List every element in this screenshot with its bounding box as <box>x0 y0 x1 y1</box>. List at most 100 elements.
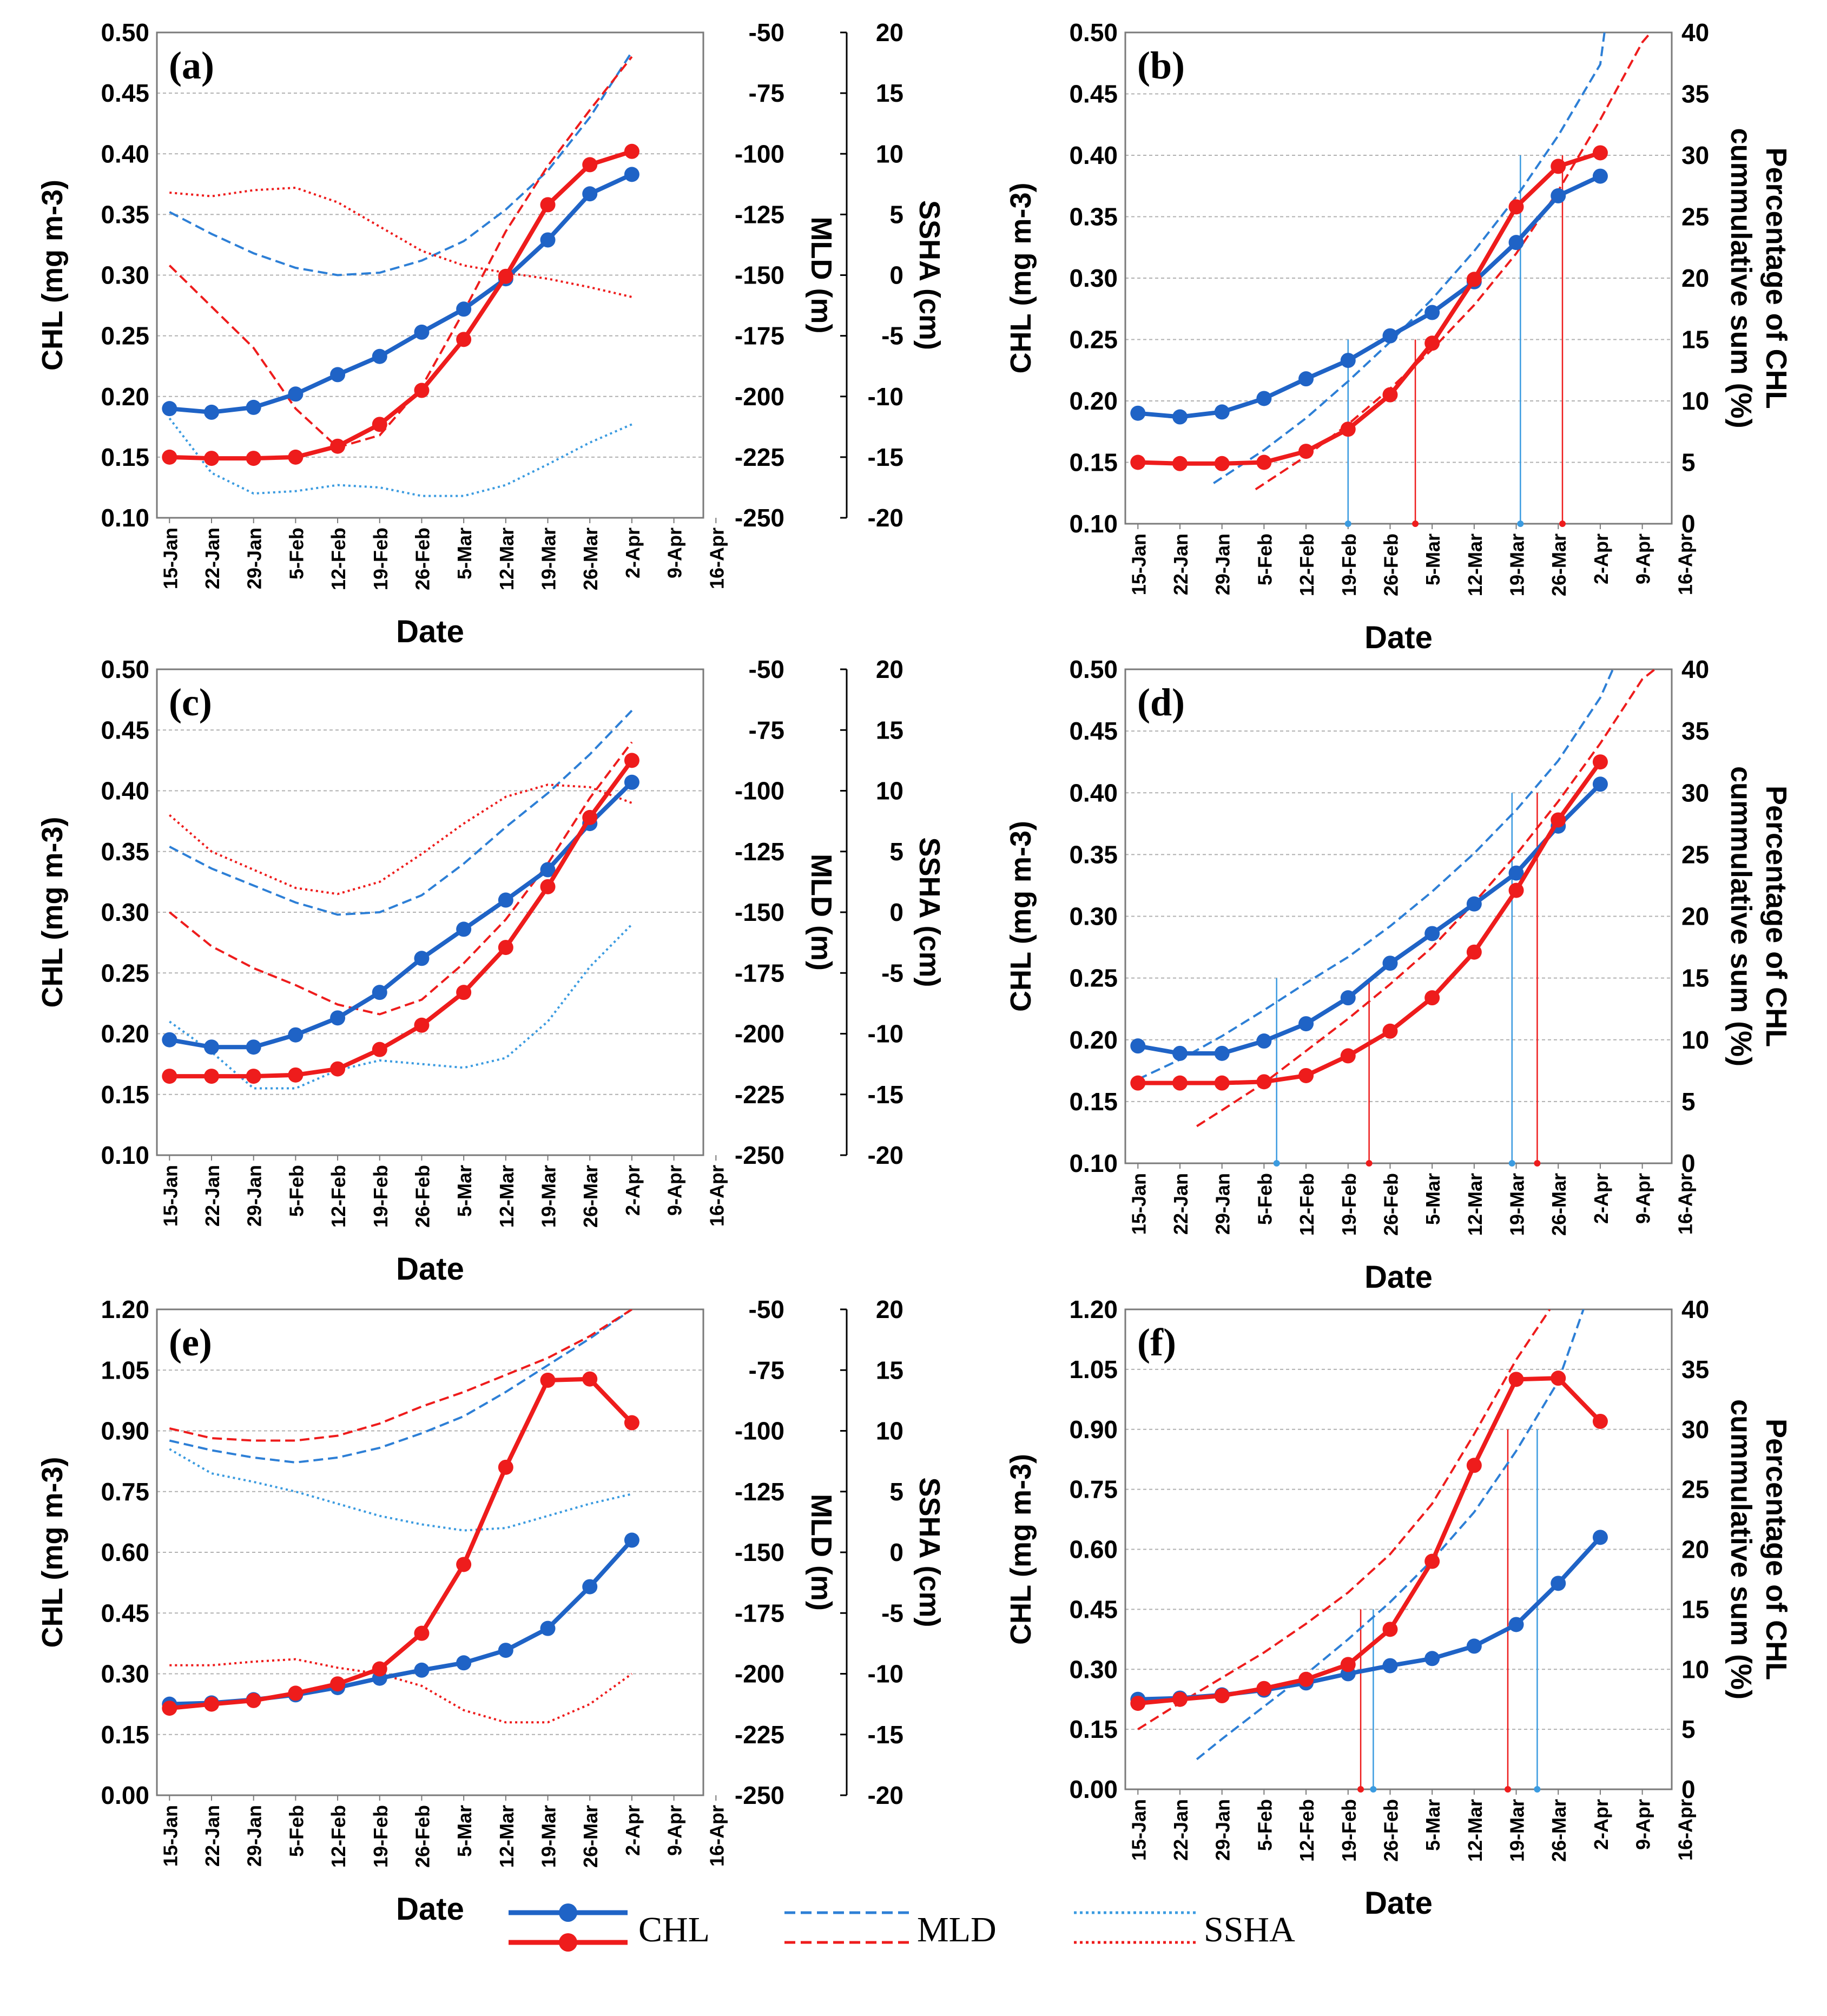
chart-a-xtick-label: 19-Feb <box>370 528 392 590</box>
chart-f-ytick-label: 0.45 <box>1069 1595 1118 1623</box>
chart-e-series-chl-blue-point <box>456 1655 472 1671</box>
chart-a-xtick-label: 26-Mar <box>579 528 602 590</box>
chart-b-series-chl-red-point <box>1592 145 1608 161</box>
legend-mld-label: MLD <box>917 1910 997 1949</box>
chart-c-series-chl-red-point <box>288 1067 304 1083</box>
chart-c-xtick-label: 26-Feb <box>411 1165 433 1228</box>
chart-e-ssha-tick-label: -20 <box>868 1781 903 1809</box>
chart-e-ssha-tick-label: 20 <box>876 1295 903 1323</box>
chart-f-threshold-marker-point <box>1357 1786 1364 1793</box>
chart-e-mld-tick-label: -200 <box>735 1660 784 1688</box>
chart-b-series-chl-blue-point <box>1172 409 1188 425</box>
chart-f-xtick-label: 22-Jan <box>1170 1799 1192 1861</box>
chart-f-panel-label: (f) <box>1137 1321 1176 1364</box>
chart-f-pct-tick-label: 40 <box>1681 1295 1709 1323</box>
chart-e-ssha-tick-label: -15 <box>868 1721 903 1749</box>
chart-a-series-mld-blue-line <box>169 51 633 276</box>
chart-b-xtick-label: 5-Mar <box>1422 533 1444 585</box>
chart-f-pct-tick-label: 15 <box>1681 1595 1709 1623</box>
chart-b-ytick-label: 0.25 <box>1069 326 1118 354</box>
chart-d-threshold-marker-point <box>1366 1160 1373 1167</box>
chart-e-series-ssha-blue-line <box>169 1448 632 1532</box>
chart-b-xtick-label: 29-Jan <box>1212 533 1234 595</box>
legend-chl-label: CHL <box>638 1910 710 1949</box>
chart-e-ytick-label: 0.15 <box>101 1721 149 1749</box>
chart-e-mld-tick-label: -100 <box>735 1417 784 1445</box>
chart-c-xtick-label: 5-Mar <box>453 1165 476 1217</box>
chart-e-series-chl-red-point <box>162 1701 177 1716</box>
chart-a-plot-frame <box>156 31 704 519</box>
chart-c-ssha-tick-label: 5 <box>889 838 903 866</box>
chart-d: 0.10 0.15 0.20 0.25 0.30 0.35 0.40 0.45 0.50 15-J… <box>1005 655 1792 1295</box>
chart-e-series-chl-red-point <box>246 1692 261 1708</box>
legend-chl-blue-marker <box>559 1903 577 1922</box>
chart-b-series-chl-blue-point <box>1551 188 1566 203</box>
chart-a-xtick-label: 22-Jan <box>201 528 223 589</box>
chart-d-pct-label-line1: Percentage of CHL <box>1760 786 1792 1047</box>
chart-a-ytick-label: 0.50 <box>101 18 149 47</box>
chart-a-series-chl-red-point <box>456 332 472 347</box>
chart-b-xtick-label: 9-Apr <box>1632 533 1654 584</box>
chart-e-ssha-label: SSHA (cm) <box>913 1477 946 1627</box>
chart-f-series-chl-red-point <box>1382 1622 1398 1637</box>
chart-e-series-chl-red-point <box>204 1696 219 1712</box>
chart-e-ylabel: CHL (mg m-3) <box>36 1457 69 1648</box>
chart-a-ssha-tick-label: 0 <box>889 261 903 289</box>
chart-c-xtick-label: 26-Mar <box>579 1165 602 1228</box>
chart-e-series-chl-red-point <box>414 1625 430 1641</box>
chart-b-ytick-label: 0.50 <box>1069 18 1118 47</box>
chart-d-ytick-label: 0.50 <box>1069 655 1118 683</box>
chart-b-series-chl-red-point <box>1214 456 1230 471</box>
chart-b-threshold-marker-point <box>1344 521 1351 527</box>
chart-e-series-mld-red-line <box>169 1309 632 1442</box>
chart-a-series-chl-red-point <box>498 268 513 284</box>
chart-d-pct-tick-label: 10 <box>1681 1026 1709 1054</box>
chart-c-ytick-label: 0.25 <box>101 959 149 987</box>
chart-b-ytick-label: 0.45 <box>1069 80 1118 108</box>
chart-d-xtick-label: 16-Apr <box>1674 1173 1696 1235</box>
chart-d-xtick-label: 26-Mar <box>1548 1173 1570 1236</box>
chart-d-series-chl-blue-point <box>1466 896 1482 912</box>
chart-e-series-chl-red-point <box>288 1685 304 1701</box>
chart-f-xtick-label: 15-Jan <box>1127 1799 1150 1861</box>
chart-d-ytick-label: 0.10 <box>1069 1149 1118 1177</box>
chart-d-series-chl-red-point <box>1382 1023 1398 1039</box>
chart-a-xtick-label: 2-Apr <box>622 528 644 578</box>
chart-c-series-chl-blue-point <box>330 1010 346 1026</box>
chart-f-ytick-label: 0.75 <box>1069 1475 1118 1504</box>
chart-a-series-chl-blue-point <box>624 167 639 182</box>
chart-f-xlabel: Date <box>1364 1886 1433 1921</box>
chart-e-ytick-label: 0.75 <box>101 1478 149 1506</box>
chart-c-series-chl-blue-point <box>456 921 472 937</box>
chart-d-series-chl-blue-point <box>1508 865 1524 881</box>
chart-b-pct-label-line1: Percentage of CHL <box>1760 147 1792 409</box>
chart-e-xtick-label: 29-Jan <box>243 1805 266 1867</box>
chart-d-pct-label-line2: cummulative sum (%) <box>1725 766 1757 1066</box>
chart-d-series-chl-blue-point <box>1130 1038 1146 1054</box>
chart-d-series-chl-blue-point <box>1298 1016 1314 1032</box>
chart-a-series-chl-red-point <box>372 417 387 432</box>
chart-f-ytick-label: 1.05 <box>1069 1355 1118 1383</box>
chart-d-plot-frame <box>1124 668 1673 1164</box>
chart-c-ssha-tick-label: 10 <box>876 777 903 805</box>
chart-a-ssha-tick-label: -20 <box>868 504 903 532</box>
chart-a-series-chl-red-point <box>540 197 556 213</box>
chart-e-ssha-tick-label: -10 <box>868 1660 903 1688</box>
chart-c-series-chl-red-point <box>540 879 556 894</box>
chart-c-series-chl-red-line <box>169 759 634 1079</box>
chart-f-series-chl-red-point <box>1256 1681 1272 1696</box>
chart-b-ytick-label: 0.20 <box>1069 387 1118 415</box>
chart-b-xtick-label: 2-Apr <box>1590 533 1612 584</box>
chart-e-series-chl-red-point <box>582 1371 598 1387</box>
chart-c-mld-tick-label: -75 <box>749 716 784 744</box>
chart-d-xtick-label: 2-Apr <box>1590 1173 1612 1224</box>
chart-e-mld-tick-label: -250 <box>735 1781 784 1809</box>
chart-c-xlabel: Date <box>396 1251 464 1287</box>
chart-b-ytick-label: 0.15 <box>1069 449 1118 477</box>
chart-e: 0.00 0.15 0.30 0.45 0.60 0.75 0.90 1.05 1.20 15-J… <box>36 1295 946 1927</box>
chart-f-pct-label-line2: cummulative sum (%) <box>1725 1399 1757 1699</box>
chart-a-xtick-label: 15-Jan <box>159 528 181 589</box>
chart-c-series-chl-blue-point <box>372 985 387 1000</box>
chart-f-xtick-label: 12-Mar <box>1464 1799 1486 1862</box>
chart-b-series-chl-red-point <box>1130 454 1146 470</box>
